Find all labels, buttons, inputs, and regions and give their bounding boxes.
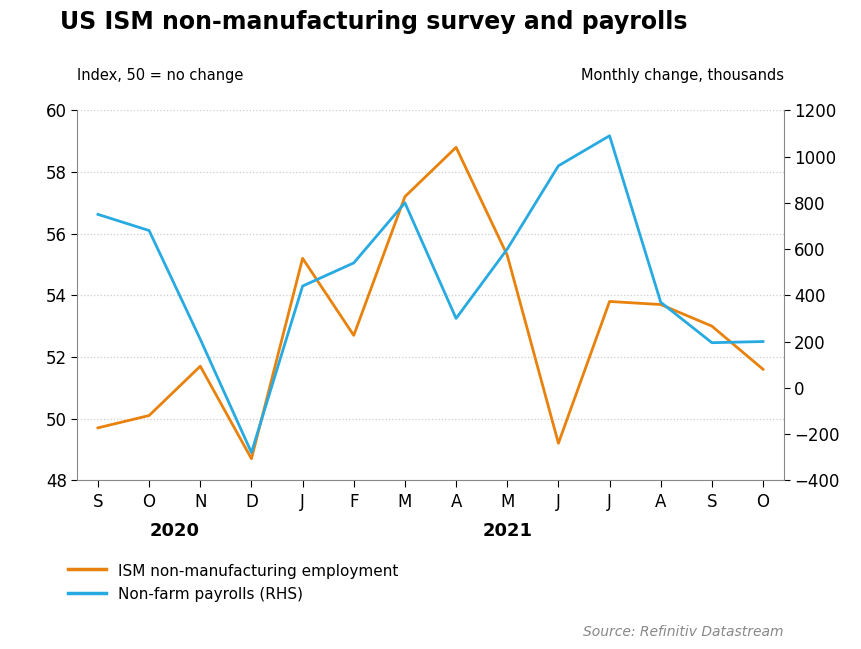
Text: 2021: 2021 xyxy=(482,522,532,541)
Non-farm payrolls (RHS) xyxy=(195,336,206,343)
ISM non-manufacturing employment xyxy=(707,323,717,330)
Non-farm payrolls (RHS) xyxy=(93,210,103,218)
Non-farm payrolls (RHS) xyxy=(655,299,666,306)
ISM non-manufacturing employment xyxy=(451,143,461,151)
Non-farm payrolls (RHS) xyxy=(349,259,359,267)
ISM non-manufacturing employment xyxy=(195,362,206,370)
Non-farm payrolls (RHS) xyxy=(502,245,512,253)
ISM non-manufacturing employment xyxy=(297,254,307,262)
Non-farm payrolls (RHS) xyxy=(400,199,410,207)
Text: Source: Refinitiv Datastream: Source: Refinitiv Datastream xyxy=(583,625,784,639)
ISM non-manufacturing employment xyxy=(655,300,666,308)
Non-farm payrolls (RHS) xyxy=(451,315,461,323)
Non-farm payrolls (RHS) xyxy=(144,227,154,234)
Non-farm payrolls (RHS) xyxy=(297,282,307,290)
ISM non-manufacturing employment xyxy=(349,332,359,339)
Non-farm payrolls (RHS) xyxy=(758,337,768,345)
ISM non-manufacturing employment xyxy=(604,298,615,306)
Text: 2020: 2020 xyxy=(150,522,200,541)
ISM non-manufacturing employment xyxy=(400,193,410,201)
ISM non-manufacturing employment xyxy=(144,411,154,419)
Text: Index, 50 = no change: Index, 50 = no change xyxy=(77,68,244,83)
Text: US ISM non-manufacturing survey and payrolls: US ISM non-manufacturing survey and payr… xyxy=(60,10,688,34)
Non-farm payrolls (RHS) xyxy=(604,132,615,140)
ISM non-manufacturing employment xyxy=(758,365,768,373)
Line: Non-farm payrolls (RHS): Non-farm payrolls (RHS) xyxy=(98,136,763,452)
ISM non-manufacturing employment xyxy=(554,439,564,447)
Non-farm payrolls (RHS) xyxy=(246,448,257,456)
Line: ISM non-manufacturing employment: ISM non-manufacturing employment xyxy=(98,147,763,459)
ISM non-manufacturing employment xyxy=(246,455,257,463)
Non-farm payrolls (RHS) xyxy=(554,162,564,170)
ISM non-manufacturing employment xyxy=(93,424,103,432)
Legend: ISM non-manufacturing employment, Non-farm payrolls (RHS): ISM non-manufacturing employment, Non-fa… xyxy=(68,563,399,602)
Text: Monthly change, thousands: Monthly change, thousands xyxy=(580,68,784,83)
Non-farm payrolls (RHS) xyxy=(707,339,717,347)
ISM non-manufacturing employment xyxy=(502,251,512,259)
